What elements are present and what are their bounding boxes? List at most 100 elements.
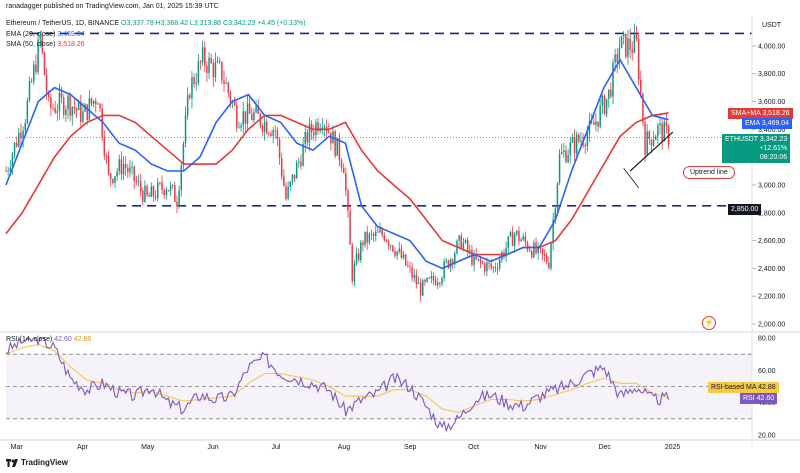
candle-body [195, 82, 197, 85]
candle-body [304, 131, 306, 145]
candle-body [528, 249, 531, 252]
candle-body [35, 64, 37, 73]
candle-body [492, 267, 495, 269]
candle-body [131, 166, 133, 168]
price-tick-label: 2,200.00 [758, 294, 785, 301]
candle-body [477, 258, 480, 260]
price-tick-label: 2,800.00 [758, 210, 785, 217]
candle-body [142, 190, 144, 202]
candle-body [588, 120, 591, 134]
candle-body [407, 265, 409, 267]
candle-body [308, 123, 311, 143]
candle-body [233, 101, 236, 106]
candle-body [157, 182, 159, 199]
candle-body [379, 229, 381, 233]
candle-body [565, 150, 567, 163]
candle-body [54, 108, 56, 113]
candle-body [640, 79, 642, 94]
candle-body [488, 262, 490, 264]
candle-body [522, 236, 524, 240]
sma-legend[interactable]: SMA (50, close) 3,518.26 [6, 41, 85, 48]
candle-body [112, 179, 114, 183]
candle-body [635, 34, 638, 40]
candle-body [167, 190, 170, 192]
uptrend-line [629, 131, 674, 172]
candle-body [449, 259, 452, 268]
candle-body [18, 132, 20, 147]
candle-body [560, 152, 563, 154]
candle-body [417, 282, 420, 284]
candle-body [569, 142, 571, 156]
candle-body [486, 262, 488, 272]
candle-body [599, 105, 601, 127]
candle-body [580, 140, 582, 142]
candle-body [240, 125, 242, 128]
time-tick-label: Mar [11, 444, 24, 451]
candle-body [633, 34, 636, 53]
candle-body [454, 253, 456, 264]
candle-body [364, 231, 366, 246]
candle-body [607, 89, 610, 99]
candle-body [342, 167, 345, 174]
candle-body [650, 139, 653, 146]
candle-body [133, 166, 135, 182]
candle-body [375, 231, 377, 236]
candle-body [118, 159, 121, 172]
candle-body [253, 112, 255, 121]
candle-body [424, 280, 426, 282]
candle-body [99, 103, 101, 109]
alert-icon[interactable]: ⚡ [702, 316, 716, 330]
candle-body [109, 173, 112, 180]
candle-body [7, 170, 9, 172]
candle-body [107, 156, 110, 174]
candle-body [214, 62, 217, 78]
candle-body [471, 249, 473, 265]
candle-body [257, 105, 259, 114]
candle-body [82, 111, 84, 122]
candle-body [616, 54, 619, 63]
candle-body [541, 248, 544, 255]
candle-body [473, 254, 475, 265]
candle-body [193, 77, 195, 85]
candle-body [637, 39, 640, 80]
rsi-legend[interactable]: RSI (14, close) 42.60 42.88 [6, 336, 92, 343]
candle-body [80, 101, 82, 122]
candle-body [92, 100, 95, 104]
candle-body [381, 229, 383, 235]
candle-body [548, 262, 550, 269]
candle-body [657, 125, 659, 137]
candle-body [665, 122, 668, 127]
candle-body [526, 242, 529, 250]
candle-body [206, 65, 208, 74]
candle-body [56, 111, 59, 113]
candle-body [43, 52, 46, 76]
candle-body [524, 236, 527, 243]
candle-body [146, 185, 148, 196]
time-tick-label: Jul [271, 444, 280, 451]
candle-body [518, 230, 520, 242]
candle-body [163, 189, 165, 196]
candle-body [189, 95, 191, 99]
time-tick-label: Sep [404, 444, 417, 451]
candle-body [597, 121, 599, 127]
candle-body [545, 255, 548, 263]
rsi-pane [5, 336, 752, 433]
candle-body [154, 196, 157, 199]
candle-body [150, 186, 153, 197]
candle-body [496, 268, 499, 270]
candle-body [552, 219, 554, 244]
candle-body [625, 33, 627, 57]
candle-body [280, 157, 283, 177]
candle-body [180, 165, 183, 191]
candle-body [620, 36, 623, 48]
candle-body [246, 103, 249, 124]
ema-legend[interactable]: EMA (20, close) 3,469.04 [6, 31, 85, 38]
candle-body [387, 241, 390, 246]
ohlc-values: O3,337.78 H3,368.42 L3,313.88 C3,342.23 … [121, 20, 306, 27]
tradingview-logo[interactable]: TradingView [6, 458, 68, 467]
rsi-tick-label: 80.00 [758, 336, 776, 343]
candle-body [627, 38, 629, 57]
candle-body [73, 106, 76, 109]
candle-body [644, 122, 646, 155]
candle-body [227, 82, 230, 93]
